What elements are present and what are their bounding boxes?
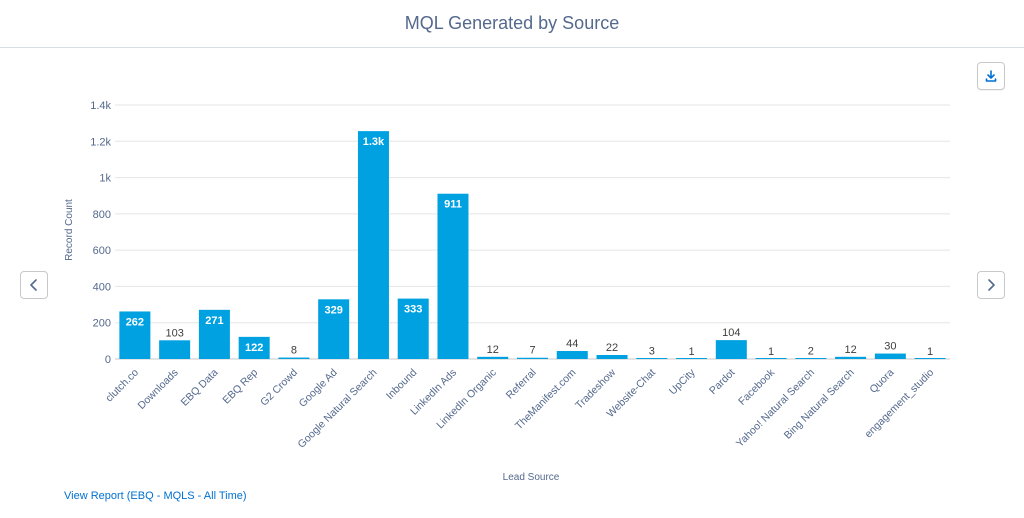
y-tick-label: 200	[93, 318, 111, 330]
data-label: 1	[927, 346, 933, 358]
data-label: 1	[688, 346, 694, 358]
chart-title: MQL Generated by Source	[404, 13, 620, 33]
bar[interactable]	[835, 356, 867, 359]
bar[interactable]	[397, 298, 429, 359]
x-tick-label: Inbound	[384, 367, 419, 402]
download-icon	[985, 70, 997, 82]
data-label: 30	[884, 341, 896, 353]
bar[interactable]	[874, 353, 906, 359]
y-axis-label: Record Count	[64, 199, 75, 261]
view-report-link[interactable]: View Report (EBQ - MQLS - All Time)	[64, 490, 247, 502]
x-tick-label: clutch.co	[103, 367, 141, 405]
data-label: 329	[325, 304, 343, 316]
grid-lines	[115, 104, 950, 360]
bar[interactable]	[278, 357, 310, 359]
bar[interactable]	[556, 351, 588, 359]
data-label: 22	[606, 342, 618, 354]
data-label: 262	[126, 316, 144, 328]
x-tick-label: Quora	[867, 367, 896, 396]
x-tick-label: Yahoo! Natural Search	[734, 367, 817, 450]
bar[interactable]	[636, 358, 668, 359]
download-button[interactable]	[977, 62, 1005, 90]
bar[interactable]	[914, 358, 946, 359]
x-tick-label: Downloads	[136, 367, 181, 412]
chevron-left-icon	[30, 279, 37, 291]
bar[interactable]	[238, 336, 270, 359]
chevron-right-icon	[988, 279, 995, 291]
bar[interactable]	[437, 193, 469, 359]
y-tick-label: 1.4k	[90, 100, 111, 112]
data-label: 8	[291, 345, 297, 357]
data-label: 1.3k	[363, 136, 385, 148]
x-tick-label: engagement_studio	[863, 367, 937, 441]
x-tick-label: Bing Natural Search	[782, 367, 857, 442]
data-label: 3	[649, 345, 655, 357]
y-tick-label: 0	[105, 354, 111, 366]
data-label: 271	[205, 315, 223, 327]
bar[interactable]	[477, 356, 509, 359]
y-tick-label: 400	[93, 281, 111, 293]
x-tick-label: EBQ Data	[179, 367, 221, 409]
x-tick-label: UpCity	[667, 366, 698, 397]
x-tick-label: Facebook	[736, 366, 778, 408]
x-tick-label: Google Natural Search	[296, 367, 380, 451]
bar[interactable]	[357, 131, 389, 359]
data-label: 103	[165, 327, 183, 339]
bar[interactable]	[318, 299, 350, 359]
x-tick-label: G2 Crowd	[258, 367, 300, 409]
data-label: 1	[768, 346, 774, 358]
y-axis-ticks: 0 200 400 600 800 1k 1.2k 1.4k	[90, 100, 111, 366]
next-button[interactable]	[977, 271, 1005, 299]
bar[interactable]	[119, 311, 151, 359]
data-label: 122	[245, 342, 263, 354]
bar[interactable]	[159, 340, 191, 359]
x-tick-label: EBQ Rep	[220, 367, 260, 407]
bar[interactable]	[795, 358, 827, 359]
data-label: 12	[487, 344, 499, 356]
y-tick-label: 800	[93, 209, 111, 221]
bar[interactable]	[715, 340, 747, 359]
data-label: 44	[566, 338, 578, 350]
data-label: 333	[404, 304, 422, 316]
y-tick-label: 600	[93, 245, 111, 257]
data-label: 911	[444, 199, 462, 211]
data-label: 2	[808, 346, 814, 358]
chart-header: MQL Generated by Source	[0, 0, 1024, 48]
y-tick-label: 1k	[99, 173, 111, 185]
bar[interactable]	[198, 309, 230, 359]
y-tick-label: 1.2k	[90, 136, 111, 148]
previous-button[interactable]	[20, 271, 48, 299]
bar[interactable]	[517, 357, 548, 359]
bar[interactable]	[755, 358, 787, 359]
data-label: 12	[844, 344, 856, 356]
bar[interactable]	[596, 355, 628, 359]
data-label: 104	[722, 327, 740, 339]
data-label: 7	[529, 345, 535, 357]
x-tick-label: Pardot	[707, 367, 737, 397]
bar[interactable]	[676, 358, 708, 359]
x-tick-label: Referral	[504, 367, 539, 402]
x-axis-label: Lead Source	[503, 472, 560, 483]
bars	[119, 131, 946, 359]
